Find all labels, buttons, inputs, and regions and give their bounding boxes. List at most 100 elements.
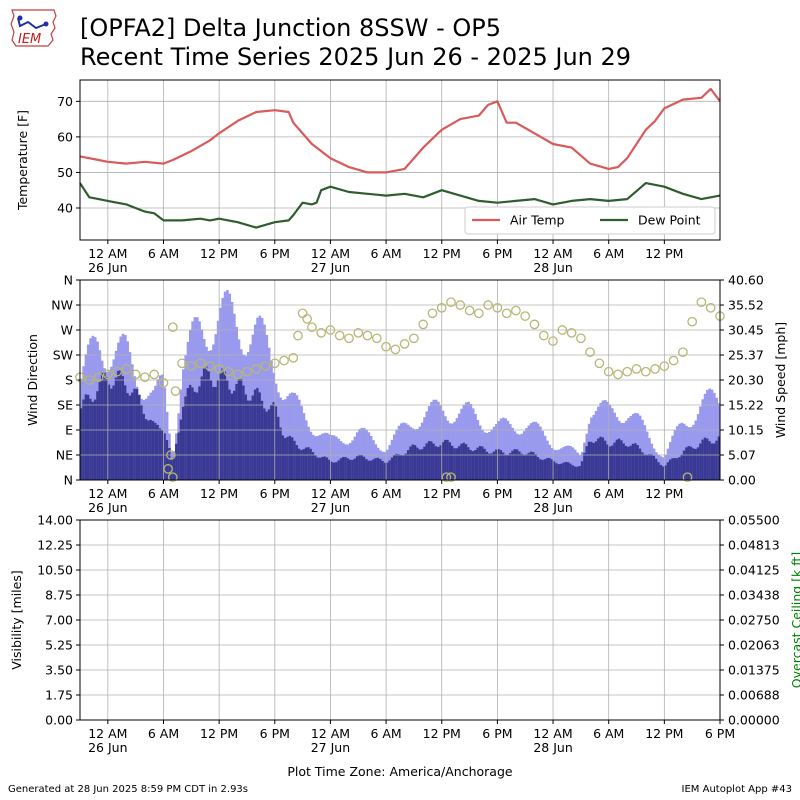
wind-speed-bar xyxy=(678,457,681,480)
wind-speed-bar xyxy=(557,464,561,480)
wind-gust-bar xyxy=(337,438,341,480)
wind-speed-bar xyxy=(154,422,157,480)
wind-speed-bar xyxy=(82,399,85,480)
wind-speed-bar xyxy=(182,406,185,480)
wind-gust-bar xyxy=(680,422,684,480)
wind-speed-bar xyxy=(520,453,524,480)
wind-speed-bar xyxy=(696,447,700,480)
wind-panel: N NE E SE S SW W NW N 0.00 5.07 10.15 15.22 20.30 25.3… xyxy=(25,273,788,516)
wind-direction-point xyxy=(705,302,716,313)
wind-gust-bar xyxy=(439,405,443,480)
wind-direction-point xyxy=(251,364,262,374)
wind-speed-bar xyxy=(566,462,570,480)
wind-speed-bar xyxy=(580,461,584,480)
wind-gust-bar xyxy=(678,423,681,480)
wind-speed-bar xyxy=(100,372,104,480)
wind-direction-point xyxy=(93,372,104,383)
wind-gust-bar xyxy=(474,413,477,480)
wind-speed-bar xyxy=(175,443,178,480)
wind-gust-bar xyxy=(265,335,269,480)
wind-speed-bar xyxy=(446,439,449,480)
y-tick-label: 12.25 xyxy=(37,538,73,553)
wind-speed-bar xyxy=(177,432,181,480)
wind-speed-bar xyxy=(620,440,623,480)
wind-speed-bar xyxy=(668,459,672,480)
wind-gust-bar xyxy=(502,417,505,480)
wind-speed-bar xyxy=(599,436,603,480)
wind-speed-bar xyxy=(147,420,150,480)
wind-speed-bar xyxy=(103,372,106,480)
x-tick-label: 6 AM xyxy=(370,486,401,501)
wind-speed-bar xyxy=(390,457,394,480)
wind-direction-point xyxy=(668,355,679,366)
wind-direction-point xyxy=(557,325,568,335)
wind-speed-bar xyxy=(648,454,651,480)
wind-speed-bar xyxy=(188,384,192,480)
wind-speed-bar xyxy=(511,450,514,480)
wind-gust-bar xyxy=(295,395,299,480)
wind-gust-bar xyxy=(527,425,531,480)
y-tick-label: 3.50 xyxy=(45,663,73,678)
wind-speed-bar xyxy=(467,447,470,480)
wind-gust-bar xyxy=(321,433,324,480)
wind-gust-bar xyxy=(529,423,533,480)
wind-speed-bar xyxy=(631,443,635,480)
wind-speed-bar xyxy=(502,452,505,480)
wind-speed-bar xyxy=(564,461,568,480)
wind-speed-bar xyxy=(444,439,447,480)
wind-gust-bar xyxy=(260,317,264,480)
wind-speed-bar xyxy=(207,371,211,480)
y-direction-tick-label: NE xyxy=(56,448,73,463)
wind-direction-point xyxy=(140,372,150,383)
chart-subtitle: Recent Time Series 2025 Jun 26 - 2025 Ju… xyxy=(80,43,632,71)
y-tick-label: 0.00 xyxy=(45,713,73,728)
wind-direction-point xyxy=(353,327,364,338)
wind-direction-point xyxy=(390,344,401,355)
wind-direction-point xyxy=(455,300,466,310)
wind-speed-bar xyxy=(685,447,688,480)
wind-speed-bar xyxy=(156,424,160,480)
wind-speed-bar xyxy=(617,438,621,480)
wind-gust-bar xyxy=(671,435,674,480)
wind-direction-point xyxy=(492,302,503,313)
y2-tick-label: 20.30 xyxy=(728,373,764,388)
wind-direction-point xyxy=(576,333,586,344)
wind-speed-bar xyxy=(701,439,705,480)
wind-direction-point xyxy=(371,333,382,344)
wind-speed-bar xyxy=(184,396,187,480)
wind-speed-bar xyxy=(369,460,373,480)
wind-gust-bar xyxy=(499,418,503,480)
wind-speed-bar xyxy=(386,462,389,480)
x-tick-date: 28 Jun xyxy=(533,740,572,755)
wind-speed-bar xyxy=(411,444,415,480)
wind-direction-point xyxy=(344,333,354,344)
wind-speed-bar xyxy=(418,449,422,480)
wind-direction-point xyxy=(242,366,252,377)
wind-speed-bar xyxy=(142,413,146,480)
wind-speed-bar xyxy=(186,387,190,480)
wind-gust-bar xyxy=(641,419,644,480)
x-tick-label: 12 PM xyxy=(200,486,238,501)
wind-speed-bar xyxy=(179,419,183,480)
wind-speed-bar xyxy=(562,462,565,480)
y-direction-tick-label: E xyxy=(65,423,73,438)
wind-gust-bar xyxy=(469,403,473,480)
wind-direction-point xyxy=(84,375,95,385)
wind-direction-point xyxy=(678,347,688,358)
x-tick-label: 12 PM xyxy=(200,246,238,261)
wind-speed-bar xyxy=(351,459,354,480)
wind-speed-bar xyxy=(165,439,169,480)
y2-tick-label: 40.60 xyxy=(728,273,764,288)
wind-speed-bar xyxy=(687,445,691,480)
x-tick-label: 12 AM xyxy=(311,726,350,741)
x-axis-label: Plot Time Zone: America/Anchorage xyxy=(287,764,513,779)
wind-direction-point xyxy=(205,361,215,371)
wind-speed-bar xyxy=(307,447,310,480)
legend: Air Temp Dew Point xyxy=(464,206,716,235)
wind-speed-bar xyxy=(372,459,375,480)
wind-speed-bar xyxy=(504,454,507,480)
wind-speed-bar xyxy=(304,447,308,480)
wind-speed-bar xyxy=(541,459,545,480)
wind-gust-bar xyxy=(643,425,647,480)
wind-speed-bar xyxy=(485,451,489,480)
